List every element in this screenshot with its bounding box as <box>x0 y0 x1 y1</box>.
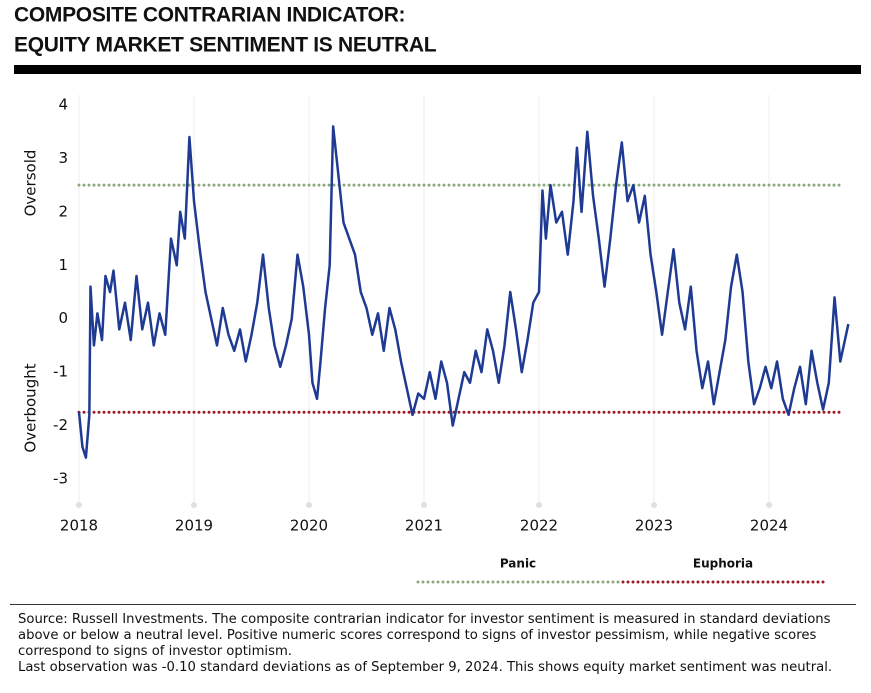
y-side-label: Overbought <box>22 363 40 452</box>
x-tick-dot <box>536 502 542 508</box>
data-line <box>77 125 850 459</box>
footnote-text: Last observation was -0.10 standard devi… <box>18 660 833 675</box>
y-tick-label: -2 <box>53 416 68 434</box>
y-tick-label: 3 <box>58 149 68 167</box>
x-tick-dot <box>191 502 197 508</box>
x-tick-dot <box>76 502 82 508</box>
x-tick-dot <box>306 502 312 508</box>
x-tick-label: 2019 <box>175 517 213 535</box>
chart-subtitle: EQUITY MARKET SENTIMENT IS NEUTRAL <box>14 34 437 57</box>
footnote-text: Source: Russell Investments. The composi… <box>18 612 831 659</box>
y-tick-label: -3 <box>53 470 68 488</box>
x-tick-label: 2024 <box>750 517 788 535</box>
x-tick-label: 2023 <box>635 517 673 535</box>
legend-label: Panic <box>500 557 536 571</box>
x-tick-dot <box>421 502 427 508</box>
footnote-rule <box>10 604 856 605</box>
x-tick-label: 2018 <box>60 517 98 535</box>
y-tick-label: 2 <box>58 202 68 220</box>
x-tick-label: 2020 <box>290 517 328 535</box>
x-tick-dot <box>766 502 772 508</box>
y-tick-label: 4 <box>58 96 68 114</box>
chart: COMPOSITE CONTRARIAN INDICATOR: EQUITY M… <box>14 4 861 584</box>
x-tick-label: 2021 <box>405 517 443 535</box>
y-tick-label: -1 <box>53 363 68 381</box>
x-tick-label: 2022 <box>520 517 558 535</box>
legend-label: Euphoria <box>693 557 753 571</box>
x-tick-dot <box>651 502 657 508</box>
footnote: Source: Russell Investments. The composi… <box>10 604 858 676</box>
title-rule <box>14 65 861 74</box>
y-tick-label: 1 <box>58 256 68 274</box>
y-side-label: Oversold <box>22 150 40 217</box>
chart-title: COMPOSITE CONTRARIAN INDICATOR: <box>14 4 405 27</box>
y-tick-label: 0 <box>58 309 68 327</box>
